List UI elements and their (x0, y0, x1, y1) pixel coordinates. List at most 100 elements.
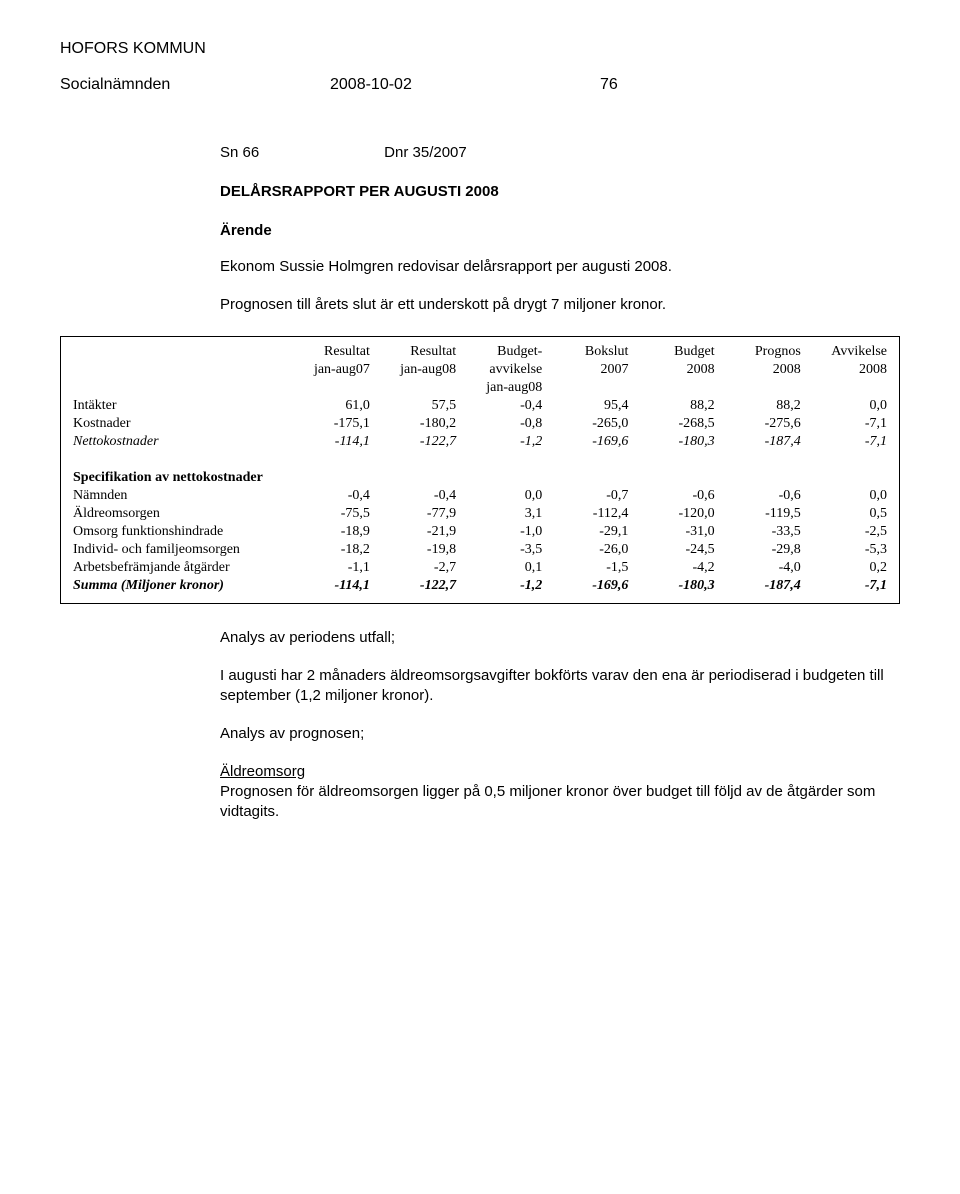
table-header: 2008 (719, 361, 805, 379)
cell-value: -18,9 (288, 523, 374, 541)
cell-value: -7,1 (805, 577, 891, 595)
cell-value: 95,4 (546, 397, 632, 415)
row-label: Äldreomsorgen (69, 505, 288, 523)
cell-value: 57,5 (374, 397, 460, 415)
cell-value: -4,0 (719, 559, 805, 577)
cell-value: -29,1 (546, 523, 632, 541)
cell-value: -0,4 (288, 487, 374, 505)
table-header: Resultat (374, 343, 460, 361)
table-header (69, 379, 288, 397)
cell-value: 88,2 (719, 397, 805, 415)
table-header: 2008 (805, 361, 891, 379)
table-header: avvikelse (460, 361, 546, 379)
row-label: Omsorg funktionshindrade (69, 523, 288, 541)
cell-value: 0,0 (805, 487, 891, 505)
cell-value: -1,0 (460, 523, 546, 541)
table-header (69, 361, 288, 379)
cell-value: -4,2 (632, 559, 718, 577)
cell-value: -187,4 (719, 433, 805, 451)
table-header: Budget- (460, 343, 546, 361)
cell-value: -1,2 (460, 433, 546, 451)
cell-value: -75,5 (288, 505, 374, 523)
table-header: Budget (632, 343, 718, 361)
cell-value: -31,0 (632, 523, 718, 541)
table-header: Resultat (288, 343, 374, 361)
table-header (546, 379, 632, 397)
table-header (632, 379, 718, 397)
table-header: jan-aug08 (460, 379, 546, 397)
cell-value: -24,5 (632, 541, 718, 559)
cell-value: 0,0 (460, 487, 546, 505)
row-label: Kostnader (69, 415, 288, 433)
analysis-period-title: Analys av periodens utfall; (220, 628, 900, 648)
meeting-date: 2008-10-02 (330, 76, 600, 94)
cell-value: -268,5 (632, 415, 718, 433)
row-label: Nettokostnader (69, 433, 288, 451)
specification-title: Specifikation av nettokostnader (69, 469, 891, 487)
cell-value: -77,9 (374, 505, 460, 523)
table-header: Avvikelse (805, 343, 891, 361)
row-label: Arbetsbefrämjande åtgärder (69, 559, 288, 577)
header-meta: Socialnämnden 2008-10-02 76 (60, 76, 900, 94)
table-header: jan-aug07 (288, 361, 374, 379)
cell-value: -180,3 (632, 577, 718, 595)
cell-value: -0,6 (719, 487, 805, 505)
cell-value: -0,7 (546, 487, 632, 505)
cell-value: 0,5 (805, 505, 891, 523)
analysis-period-text: I augusti har 2 månaders äldreomsorgsavg… (220, 666, 900, 707)
cell-value: -187,4 (719, 577, 805, 595)
case-line: Sn 66 Dnr 35/2007 (220, 144, 900, 161)
table-header (288, 379, 374, 397)
document-title: DELÅRSRAPPORT PER AUGUSTI 2008 (220, 183, 900, 200)
cell-value: -3,5 (460, 541, 546, 559)
cell-value: -275,6 (719, 415, 805, 433)
cell-value: -19,8 (374, 541, 460, 559)
table-header (69, 343, 288, 361)
cell-value: -0,8 (460, 415, 546, 433)
table-header (719, 379, 805, 397)
cell-value: -2,7 (374, 559, 460, 577)
cell-value: 3,1 (460, 505, 546, 523)
intro-paragraph-2: Prognosen till årets slut är ett undersk… (220, 295, 900, 315)
cell-value: -29,8 (719, 541, 805, 559)
cell-value: -0,6 (632, 487, 718, 505)
cell-value: 61,0 (288, 397, 374, 415)
cell-value: -122,7 (374, 433, 460, 451)
aldreomsorg-text: Prognosen för äldreomsorgen ligger på 0,… (220, 782, 900, 823)
cell-value: -1,2 (460, 577, 546, 595)
financial-table: ResultatResultatBudget-BokslutBudgetProg… (60, 336, 900, 604)
committee-name: Socialnämnden (60, 76, 330, 94)
table-header: jan-aug08 (374, 361, 460, 379)
cell-value: -120,0 (632, 505, 718, 523)
cell-value: -1,1 (288, 559, 374, 577)
arende-label: Ärende (220, 222, 900, 239)
cell-value: -1,5 (546, 559, 632, 577)
cell-value: -18,2 (288, 541, 374, 559)
table-header: Prognos (719, 343, 805, 361)
cell-value: -7,1 (805, 433, 891, 451)
cell-value: -119,5 (719, 505, 805, 523)
cell-value: -5,3 (805, 541, 891, 559)
cell-value: -2,5 (805, 523, 891, 541)
cell-value: -169,6 (546, 577, 632, 595)
row-label: Individ- och familjeomsorgen (69, 541, 288, 559)
cell-value: 0,2 (805, 559, 891, 577)
row-label: Intäkter (69, 397, 288, 415)
intro-paragraph-1: Ekonom Sussie Holmgren redovisar delårsr… (220, 257, 900, 277)
row-label: Nämnden (69, 487, 288, 505)
page-number: 76 (600, 76, 618, 94)
cell-value: -180,2 (374, 415, 460, 433)
table-header: Bokslut (546, 343, 632, 361)
table-header: 2007 (546, 361, 632, 379)
cell-value: -180,3 (632, 433, 718, 451)
cell-value: -175,1 (288, 415, 374, 433)
table-header (374, 379, 460, 397)
analysis-prognosis-title: Analys av prognosen; (220, 724, 900, 744)
sn-number: Sn 66 (220, 144, 380, 161)
org-name: HOFORS KOMMUN (60, 40, 900, 58)
cell-value: -21,9 (374, 523, 460, 541)
cell-value: -33,5 (719, 523, 805, 541)
aldreomsorg-heading: Äldreomsorg (220, 763, 900, 780)
cell-value: 0,1 (460, 559, 546, 577)
cell-value: -112,4 (546, 505, 632, 523)
